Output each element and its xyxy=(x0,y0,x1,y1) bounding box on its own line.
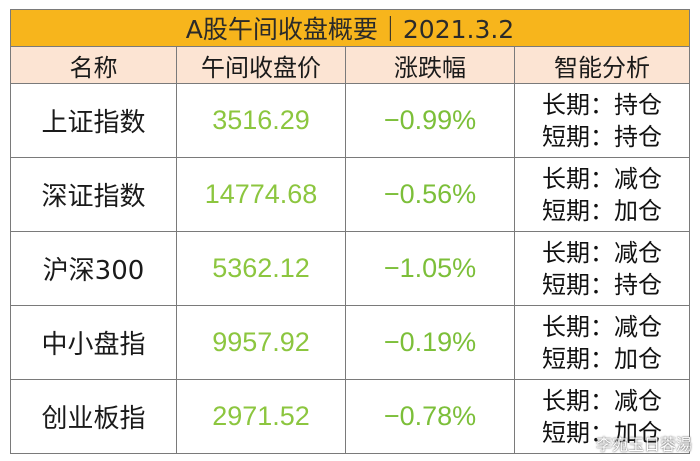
table-row: 中小盘指 9957.92 −0.19% 长期：减仓 短期：加仓 xyxy=(11,305,689,380)
smart-analysis: 长期：减仓 短期：加仓 xyxy=(514,305,689,380)
index-name: 创业板指 xyxy=(11,379,177,453)
long-term-advice: 长期：减仓 xyxy=(542,312,662,341)
summary-table-card: A股午间收盘概要｜2021.3.2 名称 午间收盘价 涨跌幅 智能分析 上证指数… xyxy=(10,9,690,454)
short-term-advice: 短期：加仓 xyxy=(542,196,662,225)
header-change: 涨跌幅 xyxy=(345,47,515,84)
midday-close-price: 5362.12 xyxy=(176,231,346,306)
change-percent: −1.05% xyxy=(345,231,515,306)
index-name: 上证指数 xyxy=(11,83,177,158)
table-row: 上证指数 3516.29 −0.99% 长期：持仓 短期：持仓 xyxy=(11,83,689,158)
short-term-advice: 短期：持仓 xyxy=(542,122,662,151)
midday-close-price: 3516.29 xyxy=(176,83,346,158)
index-name: 沪深300 xyxy=(11,231,177,306)
long-term-advice: 长期：持仓 xyxy=(542,90,662,119)
table-title: A股午间收盘概要｜2021.3.2 xyxy=(11,10,689,47)
smart-analysis: 长期：减仓 短期：加仓 xyxy=(514,379,689,453)
watermark: 李宛玉日蓉湯 xyxy=(595,435,692,454)
midday-close-price: 9957.92 xyxy=(176,305,346,380)
header-price: 午间收盘价 xyxy=(176,47,346,84)
header-row: 名称 午间收盘价 涨跌幅 智能分析 xyxy=(11,47,689,84)
header-analysis: 智能分析 xyxy=(514,47,689,84)
index-name: 深证指数 xyxy=(11,157,177,232)
long-term-advice: 长期：减仓 xyxy=(542,386,662,415)
table-row: 创业板指 2971.52 −0.78% 长期：减仓 短期：加仓 xyxy=(11,379,689,453)
table-row: 沪深300 5362.12 −1.05% 长期：减仓 短期：持仓 xyxy=(11,231,689,306)
long-term-advice: 长期：减仓 xyxy=(542,164,662,193)
market-summary-table: 名称 午间收盘价 涨跌幅 智能分析 上证指数 3516.29 −0.99% 长期… xyxy=(11,47,689,453)
table-row: 深证指数 14774.68 −0.56% 长期：减仓 短期：加仓 xyxy=(11,157,689,232)
midday-close-price: 14774.68 xyxy=(176,157,346,232)
short-term-advice: 短期：加仓 xyxy=(542,418,662,447)
smart-analysis: 长期：减仓 短期：加仓 xyxy=(514,157,689,232)
midday-close-price: 2971.52 xyxy=(176,379,346,453)
short-term-advice: 短期：加仓 xyxy=(542,344,662,373)
header-name: 名称 xyxy=(11,47,177,84)
change-percent: −0.78% xyxy=(345,379,515,453)
change-percent: −0.56% xyxy=(345,157,515,232)
change-percent: −0.99% xyxy=(345,83,515,158)
short-term-advice: 短期：持仓 xyxy=(542,270,662,299)
change-percent: −0.19% xyxy=(345,305,515,380)
long-term-advice: 长期：减仓 xyxy=(542,238,662,267)
smart-analysis: 长期：减仓 短期：持仓 xyxy=(514,231,689,306)
index-name: 中小盘指 xyxy=(11,305,177,380)
smart-analysis: 长期：持仓 短期：持仓 xyxy=(514,83,689,158)
